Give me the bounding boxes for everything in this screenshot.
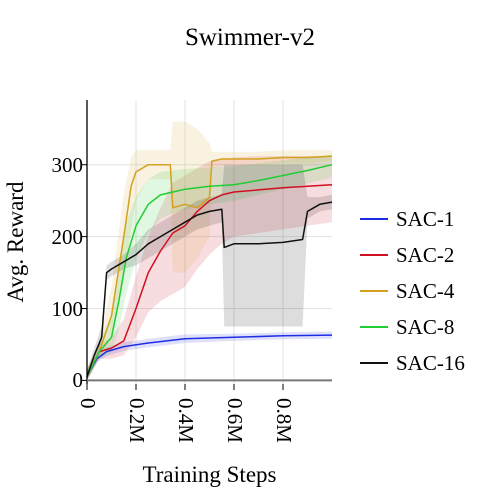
x-axis-label: Training Steps (142, 462, 277, 487)
y-tick-label: 0 (72, 368, 84, 393)
legend-swatch (360, 254, 388, 256)
legend-item-sac-1: SAC-1 (360, 201, 465, 237)
y-tick-label: 300 (51, 152, 84, 177)
sac-2-line (86, 184, 333, 378)
legend-swatch (360, 290, 388, 292)
x-tick-label: 0.6M (223, 398, 247, 443)
sac-4-line (86, 155, 333, 378)
series-lines (86, 155, 333, 378)
legend-swatch (360, 326, 388, 328)
legend-label: SAC-2 (396, 242, 455, 267)
x-tick-label: 0.8M (272, 398, 296, 443)
legend-swatch (360, 218, 388, 220)
legend-label: SAC-16 (396, 350, 465, 375)
sac-16-line (86, 201, 333, 378)
sac-8-line (86, 163, 333, 378)
sac-8-band (87, 154, 332, 381)
legend-label: SAC-8 (396, 314, 455, 339)
legend-item-sac-8: SAC-8 (360, 309, 465, 345)
legend-label: SAC-4 (396, 278, 455, 303)
sac-16-band (87, 164, 332, 381)
legend-swatch (360, 362, 388, 364)
legend-item-sac-4: SAC-4 (360, 273, 465, 309)
x-tick-label: 0.4M (174, 398, 198, 443)
x-tick-label: 0 (76, 398, 100, 409)
sac-4-band (87, 121, 332, 381)
chart-title: Swimmer-v2 (184, 24, 316, 51)
y-tick-label: 200 (51, 224, 84, 249)
sac-1-line (86, 334, 333, 378)
legend-item-sac-2: SAC-2 (360, 237, 465, 273)
legend-item-sac-16: SAC-16 (360, 345, 465, 381)
y-tick-label: 100 (51, 296, 84, 321)
y-axis-label: Avg. Reward (3, 181, 28, 303)
sac-2-band (87, 156, 332, 381)
axes (82, 100, 332, 390)
legend: SAC-1 SAC-2 SAC-4 SAC-8 SAC-16 (360, 201, 465, 381)
legend-label: SAC-1 (396, 206, 455, 231)
x-tick-label: 0.2M (125, 398, 149, 443)
